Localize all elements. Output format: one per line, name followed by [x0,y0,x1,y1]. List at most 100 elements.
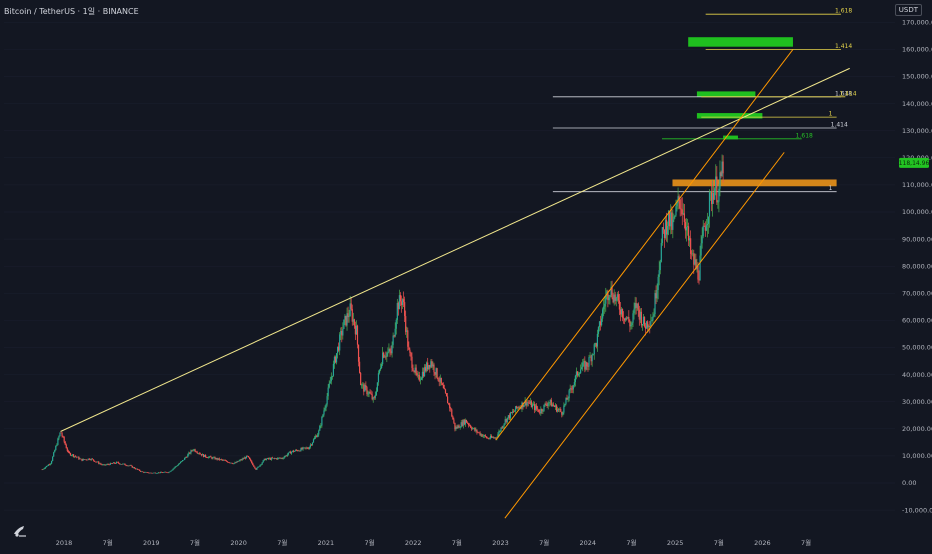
candle-body [588,357,590,367]
candle-body [181,460,184,462]
candle-body [306,447,308,449]
candle-body [577,373,580,376]
zone-green-0[interactable] [688,37,793,47]
candle-body [107,464,109,465]
candle-body [310,444,313,446]
candle-body [379,368,382,370]
candle-body [330,376,332,382]
candle-body [348,316,350,318]
x-tick-label: 7월 [103,538,113,547]
y-tick-label: 80,000.00 [902,262,932,270]
candle-body [492,437,494,438]
y-tick-label: 10,000.00 [902,452,932,460]
candle-body [120,464,122,465]
candle-body [150,472,152,474]
candle-body [644,326,647,329]
candle-body [166,472,168,473]
fib-level-label: 1.414 [831,121,848,128]
candle-body [217,458,219,460]
trendline-orange[interactable] [504,152,785,519]
candle-body [585,362,587,370]
candle-body [442,384,445,389]
candle-body [78,456,80,460]
candle-body [673,216,675,220]
candle-body [570,388,572,390]
candle-body [329,381,331,384]
candle-body [71,454,74,456]
zone-orange-4[interactable] [672,179,837,187]
candle-body [580,369,582,374]
candle-body [115,461,118,464]
candle-body [489,435,492,439]
candle-body [701,236,703,244]
candle-body [349,303,351,317]
candle-body [186,457,188,458]
currency-badge[interactable]: USDT [894,4,922,16]
candle-body [556,409,559,412]
candle-body [552,404,555,406]
candle-body [176,465,178,467]
candle-body [415,367,417,374]
candle-body [165,471,167,473]
candle-body [49,463,52,465]
candle-body [108,464,110,466]
candle-body [163,472,165,473]
candle-body [162,472,164,474]
candle-body [480,434,482,436]
candle-body [46,465,49,467]
candle-body [439,377,441,382]
candle-body [490,435,493,438]
candle-body [84,459,86,461]
candle-body [637,303,639,310]
fib-level-label: 1 [829,185,833,192]
candle-body [475,429,477,431]
candle-body [562,412,564,415]
trendline-yellow[interactable] [60,67,850,432]
candle-body [392,335,394,345]
fib-level-label: 1.618 [796,132,813,139]
candle-body [650,321,652,327]
candle-body [671,212,673,230]
candle-body [256,467,258,470]
candle-body [675,206,677,216]
candle-body [105,464,107,466]
candle-body [722,161,724,174]
candle-body [461,422,463,426]
candle-body [554,405,557,407]
candle-body [478,432,480,434]
candle-body [612,297,614,303]
candle-body [145,472,147,473]
candle-body [321,416,323,426]
candle-body [470,425,472,428]
candle-body [230,462,232,464]
candle-body [224,460,227,462]
candle-body [587,366,589,367]
candle-body [638,309,640,320]
candle-body [76,456,78,458]
candle-body [506,417,508,422]
candle-body [394,328,396,337]
zone-green-3[interactable] [723,135,738,140]
candle-body [678,196,680,200]
x-tick-label: 2022 [405,539,422,547]
zone-green-1[interactable] [696,91,756,97]
candle-body [385,356,387,358]
zone-green-2[interactable] [696,113,763,119]
candle-body [200,454,203,456]
candle-body [326,396,328,405]
candle-body [211,457,213,459]
trendline-orange[interactable] [495,49,794,440]
candle-body [422,371,425,377]
candle-body [459,427,461,428]
candle-body [243,457,245,459]
candle-body [274,458,276,459]
candle-body [546,405,548,406]
candle-body [225,460,228,462]
tradingview-logo-icon[interactable] [12,522,28,538]
candle-body [699,255,701,281]
candle-body [314,436,317,438]
candle-body [495,437,497,439]
